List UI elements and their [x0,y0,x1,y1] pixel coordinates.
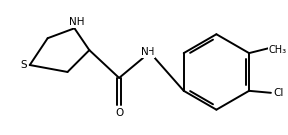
Text: O: O [115,108,123,118]
Text: Cl: Cl [274,88,284,98]
Text: N: N [141,47,149,57]
Text: H: H [147,47,155,57]
Text: NH: NH [69,17,84,27]
Text: S: S [20,60,27,70]
Text: CH₃: CH₃ [269,45,287,55]
